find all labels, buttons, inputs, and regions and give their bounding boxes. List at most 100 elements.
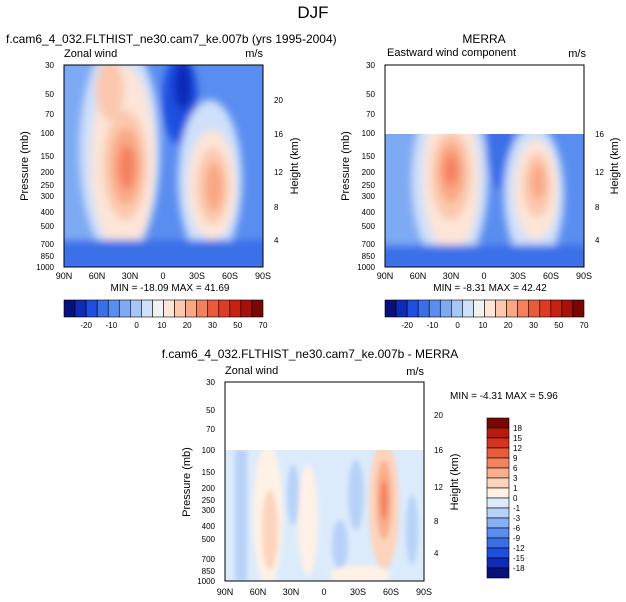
colorbar-swatch	[174, 299, 186, 318]
colorbar-swatch	[506, 299, 518, 318]
y-tick-label: 850	[362, 252, 376, 261]
colorbar-swatch	[486, 547, 510, 559]
colorbar-swatch	[486, 517, 510, 529]
colorbar-tick-label: -1	[513, 504, 521, 513]
y-tick-label: 50	[45, 90, 54, 99]
x-tick-label: 30S	[350, 587, 366, 597]
y-tick-label: 200	[362, 168, 376, 177]
colorbar-swatch	[486, 497, 510, 509]
colorbar-swatch	[486, 527, 510, 539]
colorbar-swatch	[118, 299, 131, 318]
colorbar-swatch	[141, 299, 153, 318]
x-tick-label: 60N	[250, 587, 267, 597]
colorbar-swatch	[428, 299, 441, 318]
y-tick-label: 500	[202, 535, 216, 544]
colorbar-swatch	[107, 299, 120, 318]
colorbar-swatch	[486, 567, 510, 579]
height-tick-label: 16	[274, 130, 283, 139]
y-tick-label: 850	[41, 252, 55, 261]
x-tick-label: 90S	[255, 271, 271, 281]
colorbar-swatch	[417, 299, 430, 318]
colorbar-swatch	[218, 299, 231, 318]
x-tick-label: 30N	[122, 271, 139, 281]
panel-diff-ylabel: Pressure (mb)	[181, 447, 193, 517]
panel-obs-minmax: MIN = -8.31 MAX = 42.42	[433, 283, 547, 294]
panel-obs-title: MERRA	[462, 32, 505, 46]
colorbar-swatch	[395, 299, 408, 318]
colorbar-swatch	[130, 299, 142, 318]
colorbar-tick-label: 18	[513, 424, 522, 433]
height-tick-label: 20	[274, 96, 283, 105]
y-tick-label: 100	[202, 446, 216, 455]
height-tick-label: 16	[595, 130, 604, 139]
y-tick-label: 500	[41, 222, 55, 231]
y-tick-label: 70	[206, 425, 215, 434]
colorbar-swatch	[96, 299, 109, 318]
height-tick-label: 4	[274, 236, 279, 245]
colorbar-tick-label: 20	[504, 321, 513, 330]
y-tick-label: 250	[362, 181, 376, 190]
panel-model-ylabel: Pressure (mb)	[19, 131, 31, 201]
x-tick-label: 30S	[189, 271, 205, 281]
colorbar-swatch	[240, 299, 253, 318]
colorbar-tick-label: 0	[513, 494, 518, 503]
y-tick-label: 400	[202, 522, 216, 531]
panel-diff-field	[225, 450, 424, 581]
colorbar-swatch	[85, 299, 98, 318]
y-tick-label: 30	[366, 61, 375, 70]
colorbar-tick-label: -20	[80, 321, 92, 330]
panel-obs-ylabel-right: Height (km)	[609, 138, 621, 195]
height-tick-label: 12	[434, 483, 443, 492]
colorbar-tick-label: 50	[554, 321, 563, 330]
y-tick-label: 300	[41, 192, 55, 201]
x-tick-label: 90S	[416, 587, 432, 597]
height-tick-label: 12	[595, 168, 604, 177]
panel-obs: MERRA Eastward wind component m/s 9	[340, 32, 621, 330]
colorbar-tick-label: -18	[513, 564, 525, 573]
colorbar-tick-label: 0	[455, 321, 460, 330]
panel-model-unit-label: m/s	[245, 48, 263, 60]
panel-model-title: f.cam6_4_032.FLTHIST_ne30.cam7_ke.007b (…	[6, 32, 337, 46]
y-tick-label: 200	[41, 168, 55, 177]
x-tick-label: 60N	[410, 271, 427, 281]
y-tick-label: 1000	[36, 263, 54, 272]
colorbar-tick-label: 50	[233, 321, 242, 330]
panel-obs-left-label: Eastward wind component	[387, 47, 516, 59]
colorbar-tick-label: 15	[513, 434, 522, 443]
x-tick-label: 90S	[576, 271, 592, 281]
colorbar-tick-label: 3	[513, 474, 518, 483]
colorbar-tick-label: 10	[157, 321, 166, 330]
x-tick-label: 0	[321, 587, 326, 597]
colorbar-swatch	[561, 299, 574, 318]
x-tick-label: 90N	[56, 271, 73, 281]
colorbar-swatch	[384, 299, 397, 318]
colorbar-tick-label: 30	[208, 321, 217, 330]
y-tick-label: 150	[202, 468, 216, 477]
colorbar-tick-label: 20	[183, 321, 192, 330]
y-tick-label: 200	[202, 484, 216, 493]
colorbar-swatch	[406, 299, 419, 318]
colorbar-tick-label: 9	[513, 454, 518, 463]
colorbar-tick-label: -20	[401, 321, 413, 330]
colorbar-tick-label: 30	[529, 321, 538, 330]
colorbar-swatch	[486, 427, 510, 439]
height-tick-label: 4	[434, 549, 439, 558]
panel-obs-field	[385, 134, 584, 267]
colorbar-swatch	[484, 299, 496, 318]
colorbar-swatch	[528, 299, 541, 318]
colorbar-tick-label: -3	[513, 514, 521, 523]
colorbar-swatch	[486, 457, 510, 469]
panel-obs-ylabel: Pressure (mb)	[340, 131, 352, 201]
y-tick-label: 300	[202, 506, 216, 515]
colorbar-tick-label: -15	[513, 554, 525, 563]
height-tick-label: 12	[274, 168, 283, 177]
y-tick-label: 30	[206, 378, 215, 387]
y-tick-label: 700	[362, 240, 376, 249]
y-tick-label: 400	[362, 208, 376, 217]
y-tick-label: 250	[202, 496, 216, 505]
colorbar-swatch	[185, 299, 197, 318]
colorbar-swatch	[572, 299, 585, 318]
x-tick-label: 60N	[89, 271, 106, 281]
panel-diff: f.cam6_4_032.FLTHIST_ne30.cam7_ke.007b -…	[162, 347, 559, 597]
colorbar-swatch	[163, 299, 175, 318]
